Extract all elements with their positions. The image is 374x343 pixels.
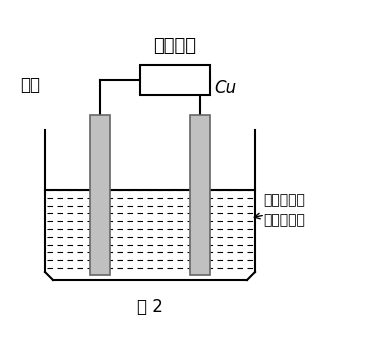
Text: Cu: Cu bbox=[214, 79, 236, 97]
Bar bbox=[140, 65, 210, 95]
Text: 直流电源: 直流电源 bbox=[153, 37, 196, 55]
Text: 石墨: 石墨 bbox=[20, 76, 40, 94]
Text: 电解质溶液: 电解质溶液 bbox=[263, 213, 305, 227]
Text: 浓的强碱性: 浓的强碱性 bbox=[263, 193, 305, 207]
Text: 图 2: 图 2 bbox=[137, 298, 163, 316]
Bar bbox=[190, 115, 210, 275]
Bar bbox=[90, 115, 110, 275]
